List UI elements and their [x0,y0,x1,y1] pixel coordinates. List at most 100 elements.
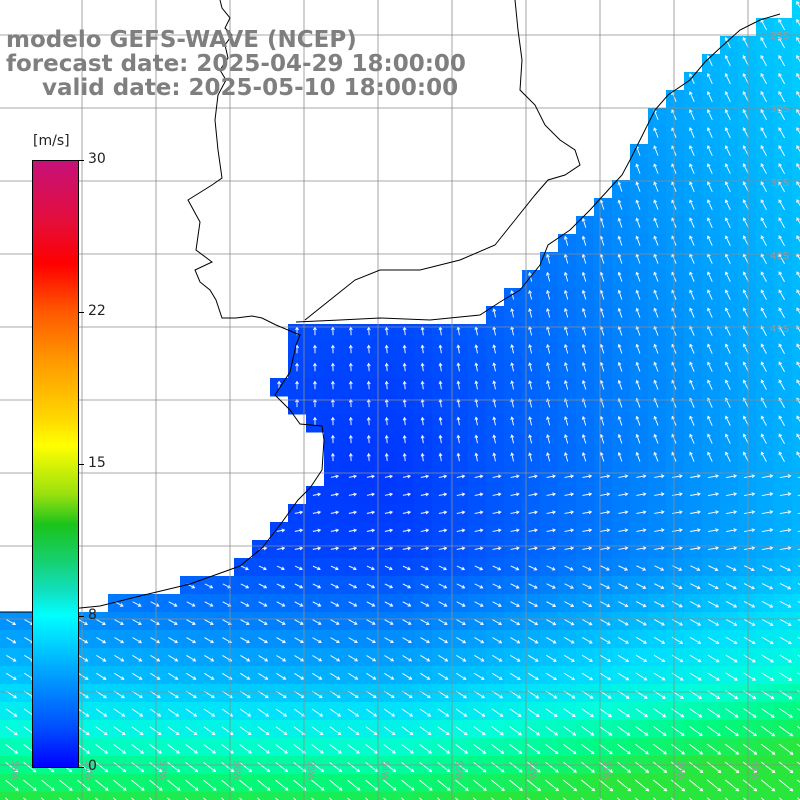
wind-arrow [760,271,767,282]
wind-arrow [312,510,322,515]
wind-arrow [564,343,569,354]
wind-arrow [492,380,497,390]
wind-arrow [474,398,479,408]
wind-arrow [599,307,605,318]
wind-arrow [474,380,479,390]
wind-arrow [778,415,785,426]
wind-arrow [456,398,461,408]
wind-arrow [689,601,701,608]
wind-arrow [742,163,749,175]
wind-arrow [778,36,786,49]
wind-arrow [778,307,785,318]
wind-arrow [456,474,466,479]
wind-arrow [778,109,785,121]
wind-arrow [742,361,749,372]
wind-arrow [743,510,756,514]
wind-arrow [761,672,775,681]
wind-arrow [474,492,484,497]
wind-arrow [492,565,502,571]
wind-arrow [474,416,479,426]
wind-arrow [779,600,792,608]
field-cell [126,792,145,800]
wind-arrow [743,528,756,532]
wind-arrow [635,433,641,444]
wind-arrow [366,655,377,662]
wind-arrow [6,637,17,644]
wind-arrow [760,36,767,49]
wind-arrow [707,181,713,192]
wind-arrow [420,416,425,426]
wind-arrow [474,583,484,589]
field-cell [792,792,800,800]
wind-arrow [725,415,731,426]
wind-arrow [654,546,665,551]
wind-arrow [510,546,520,551]
wind-arrow [438,583,448,589]
wind-arrow [600,583,611,589]
wind-arrow [438,637,449,644]
wind-arrow [438,655,449,662]
wind-arrow [348,510,358,515]
wind-arrow [600,619,611,626]
wind-arrow [474,637,485,644]
wind-arrow [402,492,412,497]
wind-arrow [366,344,371,354]
wind-arrow [636,583,647,589]
field-cell [774,792,793,800]
wind-arrow [114,637,125,644]
wind-arrow [653,619,665,626]
wind-arrow [742,307,749,318]
wind-arrow [204,583,214,589]
field-cell [792,288,800,307]
wind-arrow [204,601,214,607]
wind-arrow [743,492,756,496]
wind-arrow [330,601,340,607]
wind-arrow [581,433,587,444]
wind-arrow [492,492,502,497]
wind-arrow [312,528,322,533]
wind-arrow [742,343,749,354]
wind-arrow [96,619,106,625]
wind-arrow [546,362,551,372]
wind-arrow [600,565,610,571]
wind-arrow [258,637,268,644]
wind-arrow [492,416,497,426]
wind-arrow [313,398,317,408]
wind-arrow [348,434,353,444]
colorbar [32,160,79,768]
wind-arrow [366,510,376,515]
field-cell [738,792,757,800]
wind-arrow [564,637,575,644]
wind-arrow [528,528,538,533]
wind-arrow [438,380,443,390]
field-cell [396,792,415,800]
field-cell [792,306,800,325]
wind-arrow [295,362,299,372]
wind-arrow [581,636,593,644]
wind-arrow [132,672,143,680]
wind-arrow [384,326,389,336]
wind-arrow [689,181,695,192]
lat-label: 25S [770,31,789,42]
wind-arrow [384,637,394,644]
wind-arrow [635,199,641,210]
wind-arrow [510,380,515,390]
wind-arrow [778,54,786,67]
wind-arrow [294,583,304,589]
wind-arrow [330,528,340,533]
wind-arrow [760,54,767,67]
wind-arrow [760,145,767,157]
wind-arrow [689,109,695,120]
wind-arrow [636,528,647,533]
field-cell [414,792,433,800]
wind-arrow [258,672,269,680]
wind-arrow [384,583,394,589]
wind-arrow [312,637,322,644]
wind-arrow [402,452,407,462]
wind-arrow [473,672,485,680]
wind-arrow [402,655,413,662]
wind-arrow [420,601,430,607]
wind-arrow [778,145,785,157]
wind-arrow [636,565,647,571]
wind-arrow [689,636,702,644]
